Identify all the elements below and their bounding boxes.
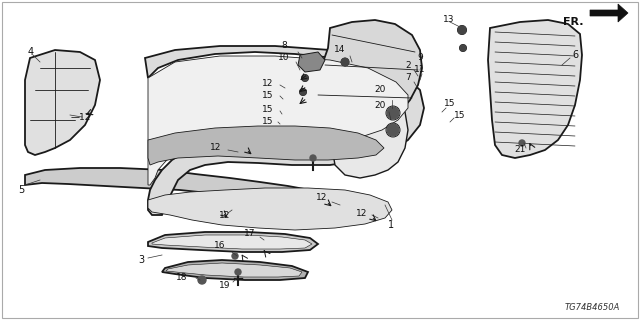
Circle shape <box>460 45 466 51</box>
Text: 15: 15 <box>262 117 274 126</box>
Text: 14: 14 <box>334 45 346 54</box>
Circle shape <box>519 140 525 146</box>
Text: 10: 10 <box>278 53 290 62</box>
Text: 17: 17 <box>244 229 256 238</box>
Circle shape <box>458 26 466 34</box>
Text: —12: —12 <box>71 113 92 122</box>
Circle shape <box>302 75 308 81</box>
Polygon shape <box>298 52 325 72</box>
Text: 15: 15 <box>454 110 466 119</box>
Text: 12: 12 <box>220 211 230 220</box>
Text: 8: 8 <box>281 42 287 51</box>
Text: 12: 12 <box>262 78 274 87</box>
Polygon shape <box>148 56 408 185</box>
Circle shape <box>342 59 349 66</box>
Polygon shape <box>25 168 325 204</box>
Polygon shape <box>590 4 628 22</box>
Circle shape <box>198 276 206 284</box>
Text: 20: 20 <box>374 100 386 109</box>
Text: 20: 20 <box>374 85 386 94</box>
Text: 15: 15 <box>262 106 274 115</box>
Circle shape <box>232 253 238 259</box>
Text: 6: 6 <box>572 50 578 60</box>
Text: 5: 5 <box>18 185 24 195</box>
Text: 12: 12 <box>211 143 221 153</box>
Text: 15: 15 <box>444 100 456 108</box>
Polygon shape <box>488 20 582 158</box>
Text: TG74B4650A: TG74B4650A <box>564 303 620 312</box>
Polygon shape <box>310 20 422 128</box>
Text: 1: 1 <box>388 220 394 230</box>
Text: 15: 15 <box>262 91 274 100</box>
Circle shape <box>310 155 316 161</box>
Polygon shape <box>148 188 392 230</box>
Circle shape <box>300 89 306 95</box>
Polygon shape <box>25 50 100 155</box>
Polygon shape <box>152 235 312 249</box>
Text: 2: 2 <box>405 61 411 70</box>
Text: 3: 3 <box>138 255 144 265</box>
Polygon shape <box>166 263 302 277</box>
Text: 13: 13 <box>443 15 454 25</box>
Circle shape <box>235 269 241 275</box>
Text: 12: 12 <box>316 194 328 203</box>
Text: 11: 11 <box>414 66 426 75</box>
Polygon shape <box>162 260 308 280</box>
Text: 9: 9 <box>417 53 423 62</box>
Text: 7: 7 <box>405 74 411 83</box>
Polygon shape <box>148 232 318 252</box>
Circle shape <box>387 124 399 136</box>
Text: 4: 4 <box>28 47 34 57</box>
Polygon shape <box>332 100 408 178</box>
Circle shape <box>387 107 399 119</box>
Text: FR.: FR. <box>563 17 584 27</box>
Text: 21: 21 <box>515 146 525 155</box>
Polygon shape <box>145 46 424 215</box>
Polygon shape <box>148 126 384 165</box>
Text: 19: 19 <box>220 281 231 290</box>
Text: 12: 12 <box>356 209 368 218</box>
Text: 18: 18 <box>176 274 188 283</box>
Text: 16: 16 <box>214 241 226 250</box>
